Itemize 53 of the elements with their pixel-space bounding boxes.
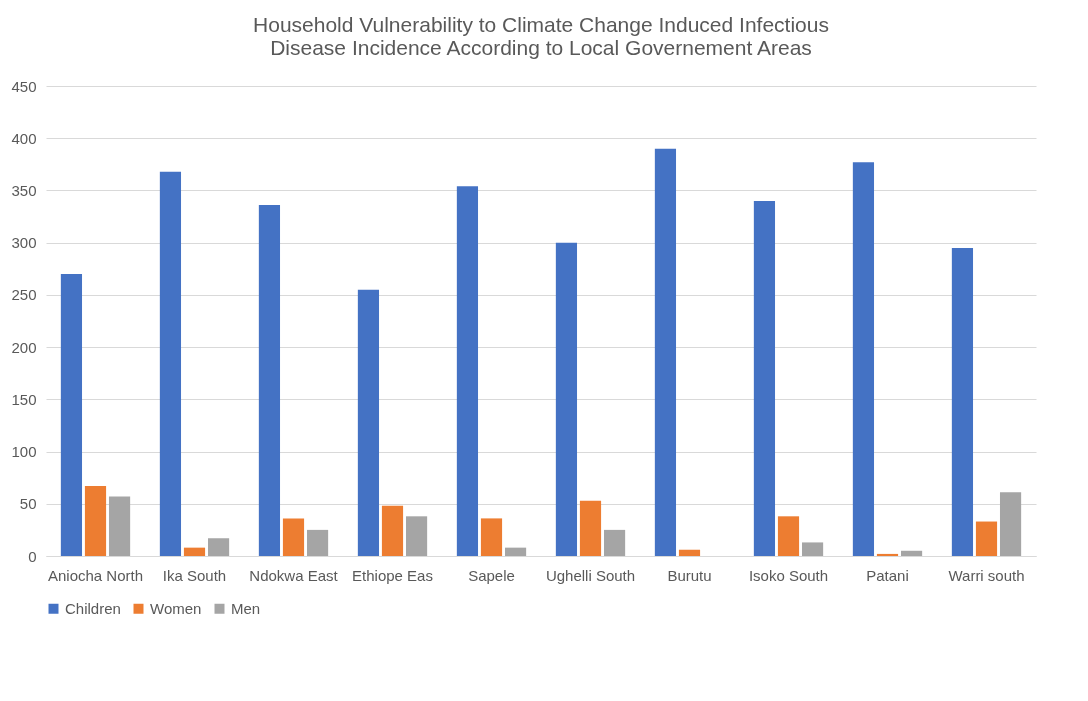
- chart-title: Household Vulnerability to Climate Change Induced Infectious Disease Incidence According to Local Governement Areas: [253, 13, 829, 59]
- bar: [282, 518, 305, 556]
- x-tick-label: Aniocha North: [47, 566, 144, 584]
- bar: [258, 205, 281, 556]
- bar: [357, 289, 380, 556]
- bar: [159, 171, 182, 556]
- x-tick-label: Isoko South: [748, 566, 829, 584]
- x-tick-label: Sapele: [468, 566, 515, 584]
- bar: [504, 547, 527, 556]
- x-tick-label: Ndokwa East: [249, 566, 339, 584]
- bar: [801, 542, 824, 556]
- y-tick-label: 350: [11, 181, 37, 199]
- bar: [579, 500, 602, 556]
- bar: [60, 274, 83, 556]
- legend-label: Men: [231, 599, 261, 617]
- x-tick-label: Ethiope Eas: [352, 566, 433, 584]
- bar: [84, 486, 107, 556]
- y-tick-label: 400: [11, 129, 37, 147]
- bar: [900, 550, 923, 556]
- bar: [603, 529, 626, 556]
- y-tick-label: 100: [11, 443, 37, 461]
- x-tick-label: Warri south: [948, 566, 1025, 584]
- bar: [306, 529, 329, 556]
- x-tick-label: Patani: [866, 566, 909, 584]
- bar: [678, 549, 701, 556]
- bar: [456, 186, 479, 556]
- bar: [183, 547, 206, 556]
- legend-label: Women: [150, 599, 202, 617]
- bar: [555, 242, 578, 556]
- x-tick-label: Burutu: [667, 566, 712, 584]
- bar: [777, 516, 800, 556]
- bar: [975, 521, 998, 556]
- y-tick-label: 0: [28, 547, 37, 565]
- y-tick-label: 200: [11, 338, 37, 356]
- x-tick-label: Ika South: [162, 566, 227, 584]
- y-tick-label: 150: [11, 390, 37, 408]
- bar: [207, 538, 230, 556]
- bar: [108, 496, 131, 556]
- x-tick-label: Ughelli South: [545, 566, 636, 584]
- y-tick-label: 50: [19, 495, 37, 513]
- bar: [852, 162, 875, 556]
- bar: [654, 148, 677, 556]
- legend-label: Children: [65, 599, 121, 617]
- bar: [951, 247, 974, 556]
- y-tick-label: 250: [11, 286, 37, 304]
- bar: [381, 505, 404, 556]
- bar: [876, 553, 899, 556]
- bar: [753, 200, 776, 556]
- bar: [405, 516, 428, 556]
- bar: [480, 518, 503, 556]
- bar: [999, 492, 1022, 556]
- y-tick-label: 300: [11, 234, 37, 252]
- y-tick-label: 450: [11, 77, 37, 95]
